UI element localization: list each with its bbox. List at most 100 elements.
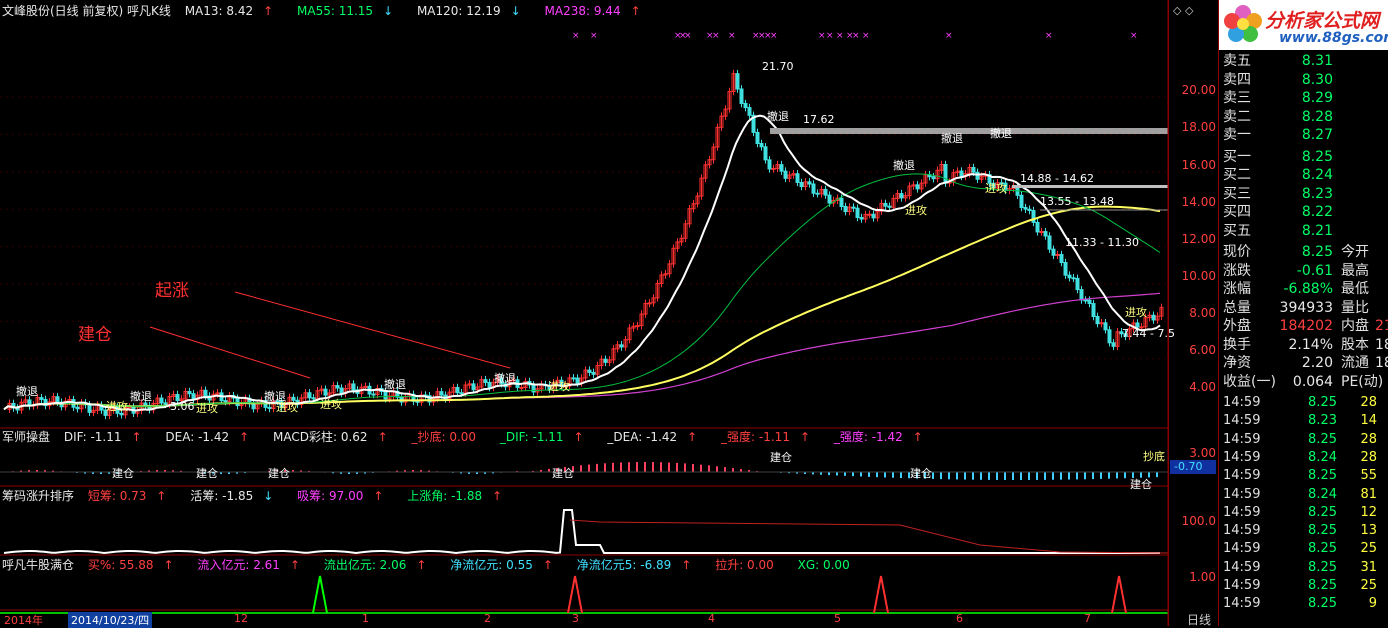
- panel2-axis-value: -0.70: [1170, 460, 1216, 474]
- macd-bar: [652, 462, 654, 472]
- candle-body: [308, 393, 311, 398]
- macd-bar: [1076, 472, 1078, 479]
- panel4-xg: XG: 0.00: [798, 558, 860, 572]
- macd-bar: [732, 468, 734, 472]
- candle-body: [764, 147, 767, 160]
- panel4-jingliu5: 净流亿元5: -6.89↑: [577, 558, 702, 572]
- candle-body: [1032, 211, 1035, 223]
- signal-jingong: 进攻: [905, 202, 927, 218]
- buy-level-label: 买三: [1223, 185, 1275, 203]
- macd-bar: [1044, 472, 1046, 480]
- macd-bar: [668, 463, 670, 472]
- top-marker: ×: [712, 31, 720, 41]
- panel3-huochou: 活筹: -1.85↓: [190, 489, 283, 503]
- tick-volume: 12: [1337, 504, 1377, 522]
- panel2-header: 军师操盘 DIF: -1.11↑ DEA: -1.42↑ MACD彩柱: 0.6…: [2, 430, 943, 444]
- kline-chart-canvas[interactable]: ×××××××××××××××××××××: [0, 0, 1218, 626]
- signal-jingong: 进攻: [548, 378, 570, 394]
- top-marker: ×: [684, 31, 692, 41]
- level-14-label: 14.88 - 14.62: [1020, 172, 1094, 185]
- logo-name: 分析家公式网: [1265, 6, 1379, 33]
- macd-bar: [948, 472, 950, 479]
- macd-bar: [988, 472, 990, 480]
- candle-body: [252, 404, 255, 409]
- window-controls[interactable]: ◇ ◇: [1173, 4, 1193, 17]
- signal-chetui: 撤退: [893, 157, 915, 173]
- candle-body: [748, 108, 751, 116]
- candle-body: [56, 397, 59, 403]
- candle-body: [268, 407, 271, 408]
- macd-bar: [684, 463, 686, 472]
- panel4-spike: [874, 576, 888, 613]
- candle-body: [784, 171, 787, 178]
- candle-body: [808, 182, 811, 184]
- macd-bar: [1100, 472, 1102, 479]
- panel2-macd: MACD彩柱: 0.62↑: [273, 430, 398, 444]
- candle-body: [588, 370, 591, 372]
- period-label[interactable]: 日线: [1187, 611, 1211, 628]
- sell-level-label: 卖三: [1223, 89, 1275, 107]
- panel2-dea2: _DEA: -1.42↑: [607, 430, 707, 444]
- macd-bar: [884, 472, 886, 477]
- kline-chart-area[interactable]: ××××××××××××××××××××× 文峰股份(日线 前复权) 呼凡K线 …: [0, 0, 1218, 626]
- candle-body: [128, 407, 131, 408]
- candle-body: [336, 386, 339, 388]
- candle-body: [824, 189, 827, 195]
- stat-label-2: 股本: [1341, 336, 1369, 354]
- stat-label: 外盘: [1223, 317, 1275, 335]
- panel4-spike: [313, 576, 327, 613]
- price-tick: 20.00: [1170, 83, 1216, 97]
- tick-time: 14:59: [1223, 559, 1283, 577]
- x-month: 2: [484, 612, 491, 625]
- tick-volume: 81: [1337, 486, 1377, 504]
- candle-body: [160, 398, 163, 403]
- x-month: 7: [1084, 612, 1091, 625]
- tick-time: 14:59: [1223, 412, 1283, 430]
- ma13-line: [4, 116, 1160, 411]
- stat-value: 0.064: [1275, 373, 1333, 391]
- macd-bar: [612, 463, 614, 472]
- macd-bar: [900, 472, 902, 478]
- buy-level-label: 买一: [1223, 148, 1275, 166]
- macd-bar: [1004, 472, 1006, 480]
- sell-level-label: 卖二: [1223, 108, 1275, 126]
- candle-body: [772, 168, 775, 169]
- stat-value: -0.61: [1275, 262, 1333, 280]
- candle-body: [852, 207, 855, 208]
- macd-bar: [868, 472, 870, 477]
- macd-bar: [620, 462, 622, 472]
- logo-url: www.88gs.com: [1279, 30, 1388, 46]
- stat-label: 涨幅: [1223, 280, 1275, 298]
- macd-bar: [604, 463, 606, 472]
- panel3-duanchou: 短筹: 0.73↑: [88, 489, 177, 503]
- macd-bar: [1012, 472, 1014, 480]
- panel2-qiangdu1: _强度: -1.11↑: [721, 430, 820, 444]
- macd-bar: [1084, 472, 1086, 479]
- tick-volume: 9: [1337, 595, 1377, 613]
- ma238-value: MA238: 9.44↑: [545, 4, 651, 18]
- tick-price: 8.24: [1283, 449, 1337, 467]
- stat-row: 净资2.20流通18: [1223, 354, 1388, 372]
- panel3-xichou: 吸筹: 97.00↑: [297, 489, 393, 503]
- macd-bar: [836, 472, 838, 475]
- panel2-qiangdu2: _强度: -1.42↑: [834, 430, 933, 444]
- tick-time: 14:59: [1223, 467, 1283, 485]
- macd-bar: [1060, 472, 1062, 480]
- candle-body: [416, 401, 419, 402]
- annotation-qizhang: 起涨: [155, 276, 189, 301]
- tick-price: 8.25: [1283, 504, 1337, 522]
- stat-value-2: 18: [1375, 337, 1388, 353]
- macd-bar: [636, 462, 638, 472]
- macd-bar: [972, 472, 974, 480]
- tick-volume: 28: [1337, 449, 1377, 467]
- top-marker: ×: [826, 31, 834, 41]
- candle-body: [520, 387, 523, 388]
